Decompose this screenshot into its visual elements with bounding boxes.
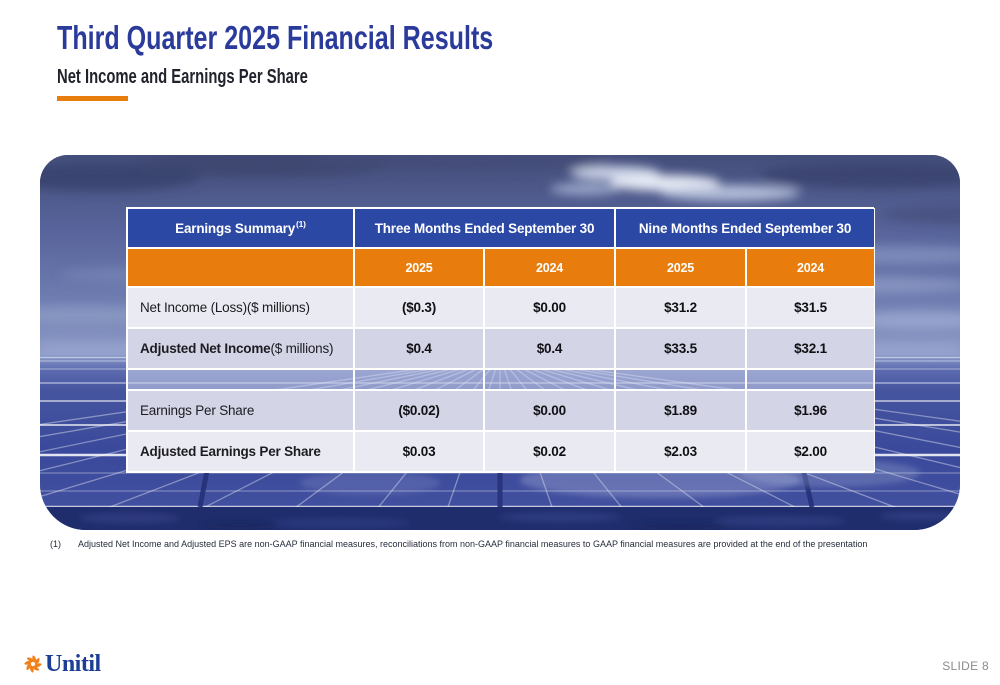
row-label-3: Adjusted Earnings Per Share — [127, 431, 354, 472]
row-label-main: Adjusted Earnings Per Share — [140, 444, 321, 459]
table-header-three-months: Three Months Ended September 30 — [354, 208, 615, 248]
slide-number: SLIDE 8 — [942, 659, 989, 673]
subheader-empty-cell — [127, 248, 354, 287]
row-label-main: Net Income (Loss) — [140, 300, 247, 315]
spacer-cell-1 — [354, 369, 484, 390]
slide-subtitle: Net Income and Earnings Per Share — [57, 66, 308, 88]
unitil-logo-text: Unitil — [45, 651, 101, 677]
accent-underline — [57, 96, 128, 101]
row-label-main: Adjusted Net Income — [140, 341, 271, 356]
row-label-0: Net Income (Loss) ($ millions) — [127, 287, 354, 328]
footnote: (1) Adjusted Net Income and Adjusted EPS… — [50, 539, 870, 549]
subheader-year-1: 2024 — [484, 248, 615, 287]
spacer-cell-2 — [484, 369, 615, 390]
table-header-nine-months: Nine Months Ended September 30 — [615, 208, 875, 248]
footnote-marker: (1) — [50, 539, 61, 549]
row-1-value-2: $33.5 — [615, 328, 746, 369]
row-0-value-1: $0.00 — [484, 287, 615, 328]
unitil-logo: Unitil — [24, 652, 101, 676]
subheader-year-2: 2025 — [615, 248, 746, 287]
row-1-value-3: $32.1 — [746, 328, 875, 369]
row-label-suffix: ($ millions) — [270, 341, 334, 356]
row-2-value-0: ($0.02) — [354, 390, 484, 431]
row-label-main: Earnings Per Share — [140, 403, 255, 418]
solar-photo-panel: Earnings Summary (1) Three Months Ended S… — [40, 155, 960, 530]
row-1-value-0: $0.4 — [354, 328, 484, 369]
row-0-value-2: $31.2 — [615, 287, 746, 328]
footnote-text: Adjusted Net Income and Adjusted EPS are… — [78, 539, 868, 549]
row-label-suffix: ($ millions) — [246, 300, 310, 315]
row-2-value-2: $1.89 — [615, 390, 746, 431]
row-label-2: Earnings Per Share — [127, 390, 354, 431]
row-2-value-1: $0.00 — [484, 390, 615, 431]
earnings-summary-table: Earnings Summary (1) Three Months Ended S… — [126, 207, 875, 473]
subheader-year-3: 2024 — [746, 248, 875, 287]
row-2-value-3: $1.96 — [746, 390, 875, 431]
row-0-value-3: $31.5 — [746, 287, 875, 328]
unitil-sunburst-icon — [24, 655, 42, 673]
row-3-value-1: $0.02 — [484, 431, 615, 472]
slide-title: Third Quarter 2025 Financial Results — [57, 19, 494, 56]
table-header-earnings-summary: Earnings Summary (1) — [127, 208, 354, 248]
spacer-cell-4 — [746, 369, 875, 390]
row-3-value-2: $2.03 — [615, 431, 746, 472]
row-3-value-3: $2.00 — [746, 431, 875, 472]
row-0-value-0: ($0.3) — [354, 287, 484, 328]
subheader-year-0: 2025 — [354, 248, 484, 287]
spacer-cell-0 — [127, 369, 354, 390]
spacer-cell-3 — [615, 369, 746, 390]
table-header-earnings-summary-label: Earnings Summary — [175, 220, 296, 236]
row-1-value-1: $0.4 — [484, 328, 615, 369]
row-label-1: Adjusted Net Income ($ millions) — [127, 328, 354, 369]
row-3-value-0: $0.03 — [354, 431, 484, 472]
